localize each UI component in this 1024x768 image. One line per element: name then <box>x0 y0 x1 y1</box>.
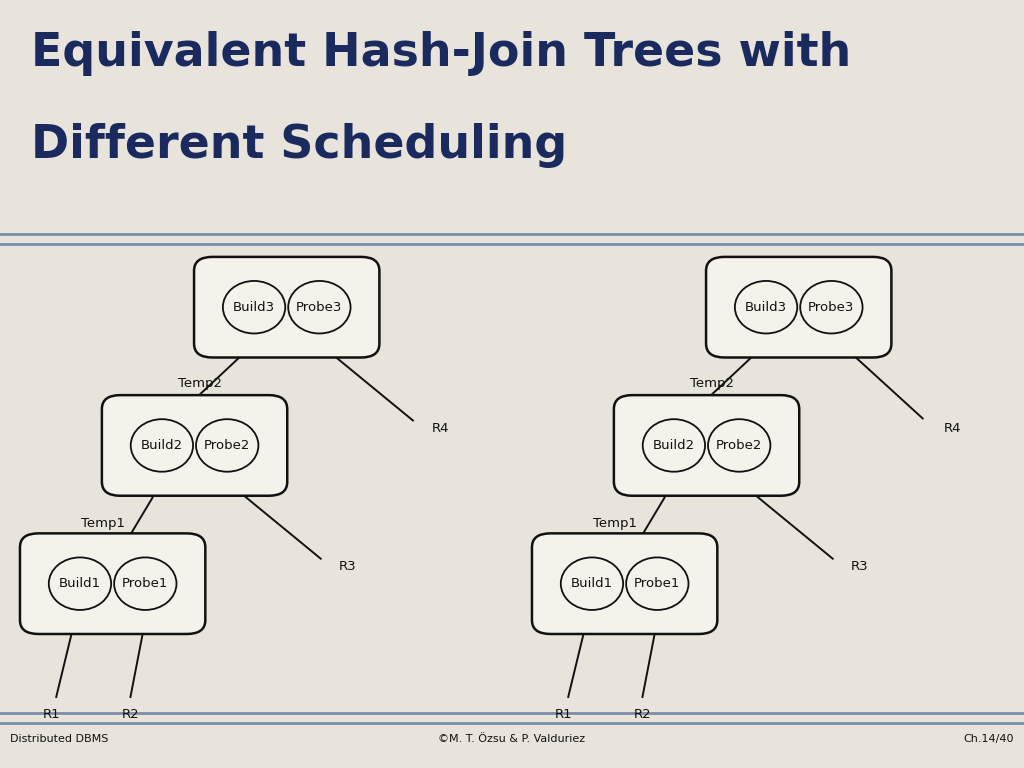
Text: Ch.14/40: Ch.14/40 <box>964 733 1014 744</box>
Ellipse shape <box>49 558 112 610</box>
Text: Probe2: Probe2 <box>204 439 251 452</box>
Ellipse shape <box>131 419 194 472</box>
FancyBboxPatch shape <box>102 396 287 496</box>
Text: Probe3: Probe3 <box>808 301 855 313</box>
Text: Temp1: Temp1 <box>81 518 125 530</box>
Text: Build3: Build3 <box>745 301 787 313</box>
Text: Probe3: Probe3 <box>296 301 343 313</box>
Ellipse shape <box>196 419 258 472</box>
Text: Build2: Build2 <box>653 439 695 452</box>
Text: Different Scheduling: Different Scheduling <box>31 123 567 168</box>
Text: Probe2: Probe2 <box>716 439 763 452</box>
Ellipse shape <box>223 281 286 333</box>
Text: ©M. T. Özsu & P. Valduriez: ©M. T. Özsu & P. Valduriez <box>438 733 586 744</box>
Text: R4: R4 <box>431 422 449 435</box>
Text: R3: R3 <box>339 560 356 573</box>
Ellipse shape <box>114 558 176 610</box>
Ellipse shape <box>735 281 798 333</box>
Ellipse shape <box>800 281 862 333</box>
Text: Temp2: Temp2 <box>178 377 221 390</box>
Ellipse shape <box>708 419 770 472</box>
Ellipse shape <box>288 281 350 333</box>
Text: R4: R4 <box>943 422 961 435</box>
Text: Temp2: Temp2 <box>690 377 733 390</box>
Text: R1: R1 <box>42 708 60 721</box>
Text: R2: R2 <box>634 708 651 721</box>
Text: Equivalent Hash-Join Trees with: Equivalent Hash-Join Trees with <box>31 31 851 76</box>
Ellipse shape <box>561 558 624 610</box>
Text: Temp1: Temp1 <box>593 518 637 530</box>
Text: R3: R3 <box>851 560 868 573</box>
FancyBboxPatch shape <box>20 533 205 634</box>
Text: Probe1: Probe1 <box>122 578 169 590</box>
Text: Distributed DBMS: Distributed DBMS <box>10 733 109 744</box>
Text: Build3: Build3 <box>233 301 275 313</box>
Ellipse shape <box>626 558 688 610</box>
Text: Build1: Build1 <box>59 578 101 590</box>
Ellipse shape <box>643 419 706 472</box>
Text: R2: R2 <box>122 708 139 721</box>
FancyBboxPatch shape <box>707 257 891 358</box>
Text: Build2: Build2 <box>141 439 183 452</box>
FancyBboxPatch shape <box>195 257 380 358</box>
Text: R1: R1 <box>554 708 572 721</box>
FancyBboxPatch shape <box>614 396 799 496</box>
Text: Probe1: Probe1 <box>634 578 681 590</box>
FancyBboxPatch shape <box>532 533 718 634</box>
Text: Build1: Build1 <box>571 578 613 590</box>
